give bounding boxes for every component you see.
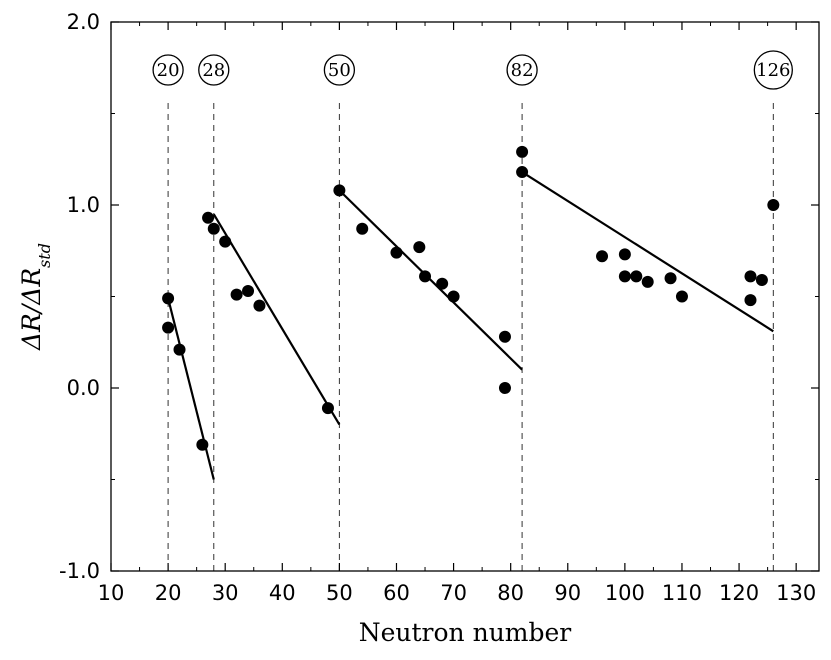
data-point	[755, 274, 768, 287]
data-point	[618, 270, 631, 283]
data-point	[498, 382, 511, 394]
magic-circle-20	[152, 54, 184, 86]
y-tick-label: 0.0	[67, 376, 100, 400]
data-point	[321, 402, 334, 415]
x-tick-label: 60	[383, 581, 410, 605]
data-point	[202, 211, 215, 224]
magic-circle-126	[753, 50, 793, 90]
y-axis-label: ΔR/ΔRstd	[17, 243, 54, 351]
x-tick-label: 70	[440, 581, 467, 605]
x-tick-labels: 10 20 30 40 50 60 70 80 90 100 110 120 130	[98, 581, 817, 605]
data-point	[419, 270, 432, 283]
data-point	[413, 241, 426, 254]
fit-lines	[167, 171, 774, 480]
x-tick-label: 120	[719, 581, 759, 605]
data-point	[230, 288, 243, 301]
data-point	[744, 270, 757, 283]
y-tick-label: -1.0	[59, 559, 100, 583]
fit-line-3	[338, 189, 523, 371]
x-tick-label: 50	[326, 581, 353, 605]
axis-ticks	[110, 21, 819, 572]
x-tick-label: 10	[98, 581, 125, 605]
data-point	[664, 272, 677, 285]
data-point	[618, 248, 631, 261]
x-tick-label: 110	[662, 581, 702, 605]
data-point	[390, 246, 403, 259]
x-tick-label: 90	[554, 581, 581, 605]
data-point	[447, 290, 460, 303]
data-point	[333, 184, 346, 197]
x-axis-label: Neutron number	[359, 618, 572, 647]
y-tick-label: 1.0	[67, 193, 100, 217]
magic-number-lines	[167, 103, 774, 571]
magic-label-28: 28	[202, 60, 225, 81]
data-point	[196, 438, 209, 451]
magic-label-50: 50	[328, 60, 351, 81]
data-point	[596, 250, 609, 263]
data-point	[516, 145, 529, 158]
data-point	[641, 275, 654, 288]
magic-circle-28	[198, 54, 230, 86]
data-point	[356, 222, 369, 235]
data-point	[436, 277, 449, 290]
y-axis-label-main: ΔR/ΔR	[17, 268, 46, 351]
data-point	[498, 330, 511, 343]
magic-circle-50	[323, 54, 356, 86]
fit-line-1	[167, 298, 215, 480]
x-tick-label: 100	[605, 581, 645, 605]
data-point	[744, 294, 757, 307]
data-points	[162, 145, 780, 451]
data-point	[242, 285, 255, 298]
y-tick-labels: 2.0 1.0 0.0 -1.0	[59, 10, 100, 583]
x-tick-label: 20	[155, 581, 182, 605]
fit-line-4	[521, 171, 774, 333]
x-tick-label: 130	[776, 581, 816, 605]
data-point	[630, 270, 643, 283]
magic-label-126: 126	[756, 60, 790, 81]
data-point	[207, 222, 220, 235]
fit-line-2	[212, 213, 341, 426]
y-tick-label: 2.0	[67, 10, 100, 34]
y-axis-label-subscript: std	[35, 243, 54, 268]
magic-number-labels: 20 28 50 82 126	[152, 50, 793, 90]
data-point	[516, 166, 529, 179]
data-point	[162, 292, 175, 305]
data-point	[253, 299, 266, 312]
data-point	[675, 290, 688, 303]
data-point	[219, 235, 232, 248]
x-tick-label: 80	[497, 581, 524, 605]
x-tick-label: 40	[269, 581, 296, 605]
data-point	[173, 343, 186, 356]
data-point	[767, 199, 780, 211]
magic-label-82: 82	[511, 60, 534, 81]
data-point	[162, 321, 175, 334]
magic-circle-82	[506, 54, 538, 86]
x-tick-label: 30	[212, 581, 239, 605]
magic-label-20: 20	[157, 60, 180, 81]
plot-area	[110, 21, 820, 572]
